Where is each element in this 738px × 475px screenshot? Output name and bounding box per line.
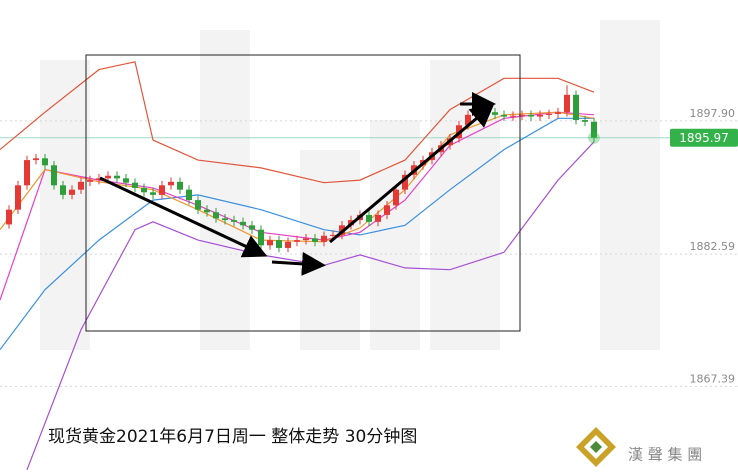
- candle-body: [555, 112, 561, 114]
- annotation-box: [85, 54, 521, 332]
- candle-body: [132, 182, 138, 188]
- y-tick-label: 1897.90: [690, 107, 736, 120]
- logo: 漢 聲 集 團: [576, 427, 702, 467]
- candle-body: [582, 120, 588, 122]
- watermark: [40, 20, 660, 350]
- candle-body: [321, 235, 327, 242]
- candle-body: [159, 185, 165, 195]
- current-price-box: [670, 128, 738, 147]
- candle-body: [402, 174, 408, 190]
- candle-body: [384, 205, 390, 215]
- candle-body: [249, 225, 255, 230]
- candle-body: [105, 175, 111, 179]
- candle-body: [186, 189, 192, 201]
- caption: 现货黄金2021年6月7日周一 整体走势 30分钟图: [48, 427, 417, 447]
- candle-body: [168, 181, 174, 186]
- y-tick-label: 1882.59: [690, 240, 736, 253]
- candle-body: [276, 240, 282, 248]
- candle-body: [195, 200, 201, 210]
- candle-body: [42, 158, 48, 166]
- candle-body: [537, 114, 543, 117]
- candle-body: [24, 160, 30, 186]
- candle-body: [258, 229, 264, 246]
- candle-body: [330, 234, 336, 236]
- candle-body: [87, 180, 93, 182]
- candle-body: [240, 221, 246, 226]
- indicator-line: [0, 117, 594, 351]
- candle-body: [150, 192, 156, 195]
- candle-body: [501, 114, 507, 117]
- candle-body: [303, 238, 309, 241]
- candle-body: [60, 185, 66, 195]
- candle-body: [294, 240, 300, 242]
- candle-body: [591, 121, 597, 138]
- candle-body: [222, 218, 228, 221]
- candle-body: [33, 158, 39, 161]
- candle-body: [231, 220, 237, 222]
- candle-body: [213, 212, 219, 219]
- candle-body: [393, 189, 399, 206]
- candle-body: [528, 114, 534, 117]
- indicator-line: [0, 61, 595, 184]
- candle-body: [123, 178, 129, 183]
- candle-body: [465, 114, 471, 126]
- candle-body: [78, 181, 84, 190]
- candle-body: [6, 209, 12, 225]
- candle-body: [510, 115, 516, 117]
- candle-body: [96, 178, 102, 181]
- candle-body: [204, 209, 210, 213]
- candle-body: [564, 94, 570, 113]
- current-glow: [588, 131, 600, 144]
- y-tick-label: 1867.39: [690, 372, 736, 385]
- candle-body: [15, 185, 21, 210]
- candles: [6, 85, 600, 253]
- candle-body: [69, 189, 75, 195]
- grid: 1897.90 1882.59 1867.39 1895.97: [0, 107, 738, 387]
- candle-body: [492, 112, 498, 115]
- candle-body: [141, 187, 147, 193]
- candle-body: [519, 114, 525, 116]
- candle-body: [375, 214, 381, 222]
- candle-body: [312, 238, 318, 242]
- candle-body: [366, 214, 372, 222]
- current-price-label: 1895.97: [679, 131, 729, 145]
- candle-body: [285, 241, 291, 248]
- candle-body: [573, 94, 579, 121]
- brand: 漢 聲 集 團: [628, 446, 702, 464]
- candle-body: [177, 181, 183, 190]
- candle-body: [546, 113, 552, 115]
- candle-body: [267, 240, 273, 246]
- candle-body: [51, 165, 57, 186]
- candle-body: [114, 175, 120, 179]
- trend-arrows: [99, 92, 496, 276]
